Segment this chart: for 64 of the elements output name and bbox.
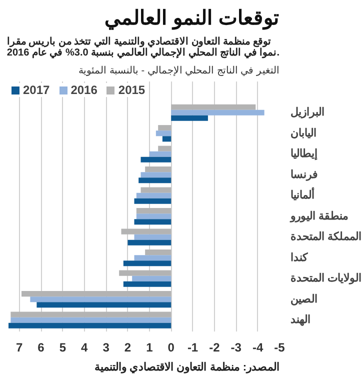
x-tick-label: 2: [124, 340, 132, 354]
bar: [10, 317, 172, 323]
y-tick-label: إيطاليا: [290, 148, 318, 162]
chart-title: توقعات النمو العالمي: [104, 8, 280, 30]
y-tick-label: البرازيل: [290, 106, 324, 119]
bar: [140, 172, 172, 178]
y-tick-label: ألمانيا: [290, 188, 314, 202]
x-tick-label: 0: [168, 340, 175, 354]
bar: [140, 187, 172, 193]
bar: [132, 276, 172, 282]
bar: [123, 281, 172, 287]
y-tick-label: اليابان: [290, 127, 316, 140]
bar: [121, 228, 172, 234]
bar: [30, 296, 172, 302]
bar: [140, 156, 172, 162]
legend-label: 2016: [70, 83, 98, 97]
y-tick-label: فرنسا: [290, 168, 318, 181]
x-tick-label: 3: [102, 340, 110, 354]
bar: [149, 151, 172, 157]
bar: [145, 166, 172, 172]
x-tick-label: -5: [274, 340, 286, 354]
bar: [136, 214, 172, 220]
x-tick-label: 7: [16, 340, 24, 354]
bar: [134, 234, 172, 240]
legend-label: 2015: [118, 83, 146, 97]
bar: [171, 115, 208, 121]
bar: [134, 255, 172, 261]
y-tick-label: المملكة المتحدة: [290, 231, 362, 244]
bar: [171, 104, 256, 110]
bar: [22, 291, 172, 297]
legend-label: 2017: [23, 83, 50, 97]
bar: [136, 192, 172, 198]
bar: [136, 208, 172, 214]
bar: [36, 302, 172, 308]
x-tick-label: -1: [187, 340, 198, 354]
bar: [134, 219, 172, 225]
bar: [123, 260, 172, 266]
x-tick-label: 4: [81, 340, 88, 354]
bar: [134, 198, 172, 204]
chart-subtitle: توقع منظمة التعاون الاقتصادي والتنمية التي تتخذ من باريس مقرا نموا في الناتج المحلي الإجمالي العالمي بنسبة 3.0% في عام 2016.: [6, 36, 280, 58]
bar: [10, 312, 172, 318]
bar: [138, 178, 172, 184]
bar: [128, 240, 172, 246]
x-tick-label: -4: [252, 340, 264, 354]
x-tick-label: -2: [209, 340, 220, 354]
y-tick-label: الولايات المتحدة: [290, 272, 362, 285]
bar: [171, 110, 264, 116]
y-tick-label: الصين: [290, 293, 318, 306]
bar: [145, 250, 172, 256]
bar: [156, 130, 172, 136]
bar: [158, 146, 172, 152]
text: المصدر: منظمة التعاون الاقتصادي والتنمية: [94, 362, 280, 374]
bar: [158, 125, 172, 131]
y-tick-label: منطقة اليورو: [290, 210, 349, 222]
y-tick-label: كندا: [290, 252, 308, 264]
x-axis-title: التغير في الناتج المحلي الإجمالي - بالنسبة المئوية: [78, 66, 280, 76]
x-tick-label: -3: [230, 340, 242, 354]
x-tick-label: 6: [38, 340, 45, 354]
bar: [119, 270, 172, 276]
x-tick-label: 1: [146, 340, 154, 354]
x-tick-label: 5: [59, 340, 66, 354]
y-tick-label: الهند: [290, 314, 310, 326]
bar: [162, 136, 172, 142]
bar: [8, 322, 172, 328]
